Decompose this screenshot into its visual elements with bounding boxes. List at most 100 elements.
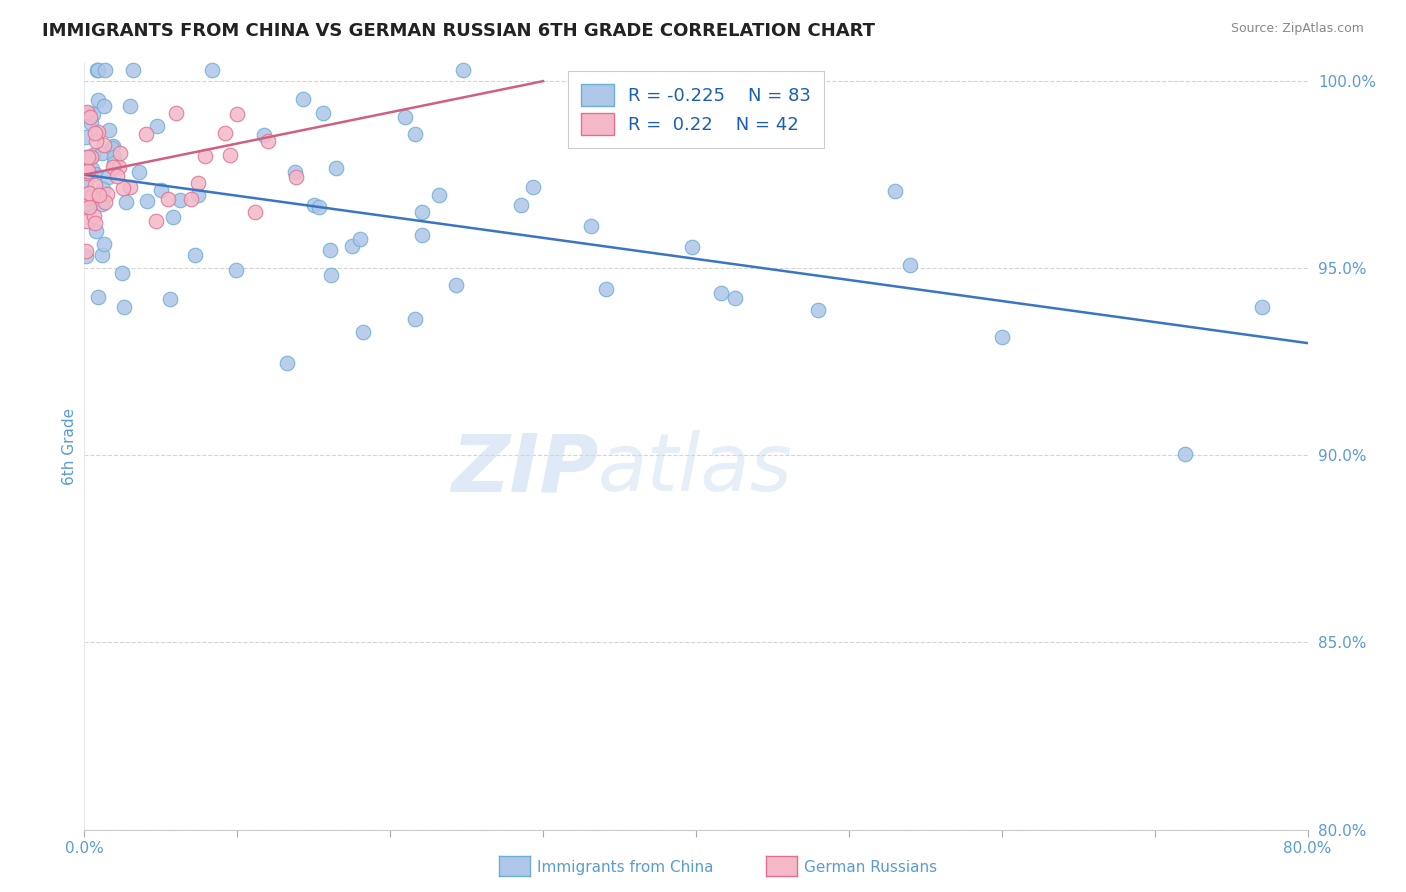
- Point: [76, 249, 98, 263]
- Point: [184, 248, 207, 262]
- Point: [97, 123, 120, 137]
- Point: [121, 62, 143, 77]
- Point: [105, 169, 128, 183]
- Legend: R = -0.225    N = 83, R =  0.22    N = 42: R = -0.225 N = 83, R = 0.22 N = 42: [568, 71, 824, 148]
- Point: [187, 188, 209, 202]
- Point: [404, 127, 426, 141]
- Point: [710, 285, 733, 300]
- Point: [319, 243, 342, 257]
- Point: [80, 150, 103, 164]
- Point: [807, 302, 830, 317]
- Point: [77, 106, 100, 120]
- Point: [76, 104, 98, 119]
- Point: [991, 330, 1014, 344]
- Point: [103, 150, 125, 164]
- Point: [91, 146, 114, 161]
- Point: [82, 148, 104, 162]
- Point: [87, 125, 110, 139]
- Point: [136, 194, 159, 209]
- Point: [200, 62, 222, 77]
- Point: [83, 210, 105, 224]
- Point: [214, 126, 236, 140]
- Point: [97, 169, 120, 184]
- Y-axis label: 6th Grade: 6th Grade: [62, 408, 77, 484]
- Point: [118, 99, 141, 113]
- Point: [77, 186, 100, 200]
- Point: [115, 195, 138, 210]
- Point: [145, 119, 167, 133]
- Point: [84, 167, 107, 181]
- Point: [404, 312, 426, 326]
- Point: [76, 199, 98, 213]
- Text: Source: ZipAtlas.com: Source: ZipAtlas.com: [1230, 22, 1364, 36]
- Point: [76, 192, 98, 206]
- Point: [103, 156, 125, 170]
- Point: [1250, 300, 1272, 314]
- Point: [91, 181, 114, 195]
- Point: [302, 198, 325, 212]
- Point: [112, 181, 135, 195]
- Point: [75, 129, 97, 144]
- Point: [510, 198, 533, 212]
- Point: [411, 205, 433, 219]
- Point: [257, 134, 280, 148]
- Point: [87, 94, 110, 108]
- Point: [84, 224, 107, 238]
- Point: [394, 110, 416, 124]
- Point: [77, 200, 100, 214]
- Point: [93, 194, 115, 209]
- Point: [165, 106, 187, 120]
- Point: [76, 164, 98, 178]
- Point: [225, 263, 247, 277]
- Point: [595, 282, 617, 296]
- Point: [83, 178, 105, 193]
- Point: [82, 107, 104, 121]
- Point: [79, 200, 101, 214]
- Point: [284, 164, 307, 178]
- Point: [82, 189, 104, 203]
- Point: [77, 150, 100, 164]
- Point: [76, 214, 98, 228]
- Text: German Russians: German Russians: [804, 860, 938, 874]
- Point: [86, 62, 108, 77]
- Point: [898, 258, 921, 272]
- Point: [427, 188, 450, 202]
- Point: [128, 165, 150, 179]
- Point: [75, 244, 97, 258]
- Point: [312, 106, 335, 120]
- Point: [80, 116, 103, 130]
- Point: [252, 128, 274, 142]
- Point: [169, 193, 191, 207]
- Point: [120, 180, 142, 194]
- Point: [194, 149, 217, 163]
- Point: [112, 301, 135, 315]
- Point: [352, 325, 374, 339]
- Point: [159, 292, 181, 306]
- Point: [76, 166, 98, 180]
- Point: [325, 161, 347, 175]
- Point: [453, 62, 475, 77]
- Point: [187, 177, 209, 191]
- Point: [349, 232, 371, 246]
- Point: [101, 160, 124, 174]
- Point: [77, 186, 100, 200]
- Text: ZIP: ZIP: [451, 430, 598, 508]
- Point: [883, 185, 905, 199]
- Point: [291, 92, 314, 106]
- Text: Immigrants from China: Immigrants from China: [537, 860, 714, 874]
- Point: [579, 219, 602, 234]
- Point: [79, 110, 101, 124]
- Point: [411, 228, 433, 243]
- Point: [76, 196, 98, 211]
- Point: [87, 62, 110, 77]
- Point: [83, 126, 105, 140]
- Point: [108, 146, 131, 161]
- Point: [135, 127, 157, 141]
- Point: [284, 170, 307, 185]
- Text: IMMIGRANTS FROM CHINA VS GERMAN RUSSIAN 6TH GRADE CORRELATION CHART: IMMIGRANTS FROM CHINA VS GERMAN RUSSIAN …: [42, 22, 875, 40]
- Point: [83, 216, 105, 230]
- Point: [87, 290, 110, 304]
- Point: [243, 204, 266, 219]
- Point: [162, 210, 184, 224]
- Point: [96, 187, 118, 202]
